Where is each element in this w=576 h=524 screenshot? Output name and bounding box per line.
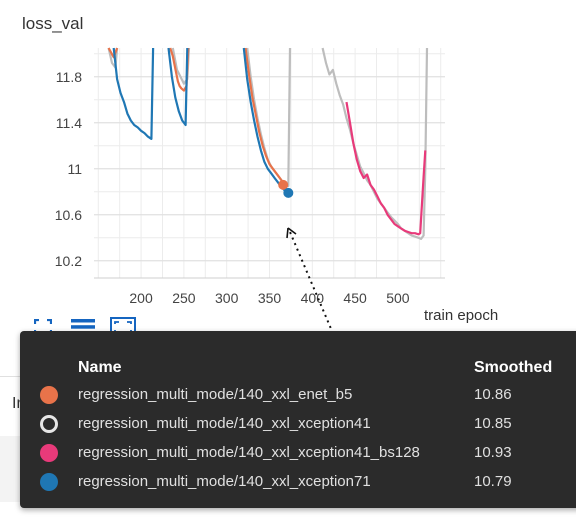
x-tick-label: 450 — [343, 290, 367, 306]
x-axis-label: train epoch — [424, 307, 499, 324]
x-tick-label: 400 — [301, 290, 325, 306]
tooltip-header-name: Name — [78, 359, 122, 376]
x-tick-label: 500 — [386, 290, 410, 306]
x-tick-label: 350 — [258, 290, 282, 306]
y-tick-label: 10.6 — [55, 207, 82, 223]
series-color-swatch — [40, 386, 58, 404]
series-lines — [107, 47, 429, 240]
tooltip-row: regression_multi_mode/140_xxl_xception41… — [20, 439, 576, 467]
series-line — [167, 47, 189, 127]
series-line — [345, 101, 427, 236]
series-smoothed-value: 10.79 — [474, 473, 512, 490]
chart-plot[interactable]: 10.2 10.6 11 11.4 11.8 200 250 300 350 400 450 500 — [0, 0, 576, 330]
series-name: regression_multi_mode/140_xxl_xception41 — [78, 415, 371, 432]
x-tick-label: 250 — [172, 290, 196, 306]
tooltip-row: regression_multi_mode/140_xxl_xception41… — [20, 410, 576, 438]
highlight-point — [278, 179, 289, 190]
x-axis: 200 250 300 350 400 450 500 — [129, 290, 409, 306]
y-tick-label: 11 — [67, 161, 82, 177]
highlight-points — [278, 179, 294, 198]
series-name: regression_multi_mode/140_xxl_xception41… — [78, 444, 420, 461]
series-name: regression_multi_mode/140_xxl_xception71 — [78, 473, 371, 490]
cursor-pointer — [286, 227, 333, 330]
fullscreen-icon[interactable] — [30, 316, 56, 338]
series-name: regression_multi_mode/140_xxl_enet_b5 — [78, 386, 353, 403]
series-line — [244, 47, 288, 186]
series-tooltip: Name Smoothed regression_multi_mode/140_… — [20, 331, 576, 508]
series-smoothed-value: 10.86 — [474, 386, 512, 403]
pointer-arrowhead — [286, 227, 297, 239]
y-axis: 10.2 10.6 11 11.4 11.8 — [55, 69, 82, 269]
series-color-swatch — [40, 444, 58, 462]
series-smoothed-value: 10.93 — [474, 444, 512, 461]
highlight-point — [283, 187, 294, 198]
series-color-swatch — [40, 473, 58, 491]
pointer-dotted-line — [289, 231, 333, 330]
tooltip-row: regression_multi_mode/140_xxl_enet_b5 10… — [20, 381, 576, 409]
background-divider — [0, 376, 22, 377]
chart-title: loss_val — [22, 14, 84, 33]
y-tick-label: 11.8 — [56, 69, 82, 85]
tooltip-row: regression_multi_mode/140_xxl_xception71… — [20, 468, 576, 496]
y-tick-label: 11.4 — [56, 115, 82, 131]
series-line — [107, 47, 119, 69]
background-row — [0, 436, 22, 502]
tooltip-header-smoothed: Smoothed — [474, 359, 553, 376]
x-tick-label: 300 — [215, 290, 239, 306]
x-tick-label: 200 — [129, 290, 153, 306]
series-line — [112, 47, 155, 140]
series-color-swatch — [40, 415, 58, 433]
y-tick-label: 10.2 — [55, 253, 82, 269]
series-smoothed-value: 10.85 — [474, 415, 512, 432]
